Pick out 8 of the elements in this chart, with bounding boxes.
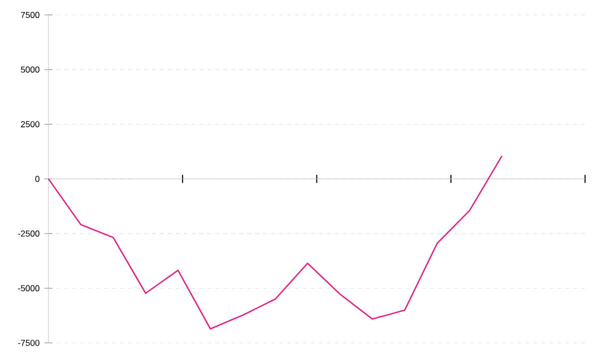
y-tick-label: 0 bbox=[35, 176, 40, 182]
y-tick-label: 2500 bbox=[21, 121, 40, 128]
line-series bbox=[48, 155, 503, 330]
y-tick-label: 7500 bbox=[21, 12, 40, 18]
y-tick-label: 5000 bbox=[20, 66, 40, 73]
y-tick-label: -7500 bbox=[18, 340, 40, 346]
y-tick-label: -5000 bbox=[18, 285, 40, 292]
y-tick-label: -2500 bbox=[18, 230, 40, 237]
